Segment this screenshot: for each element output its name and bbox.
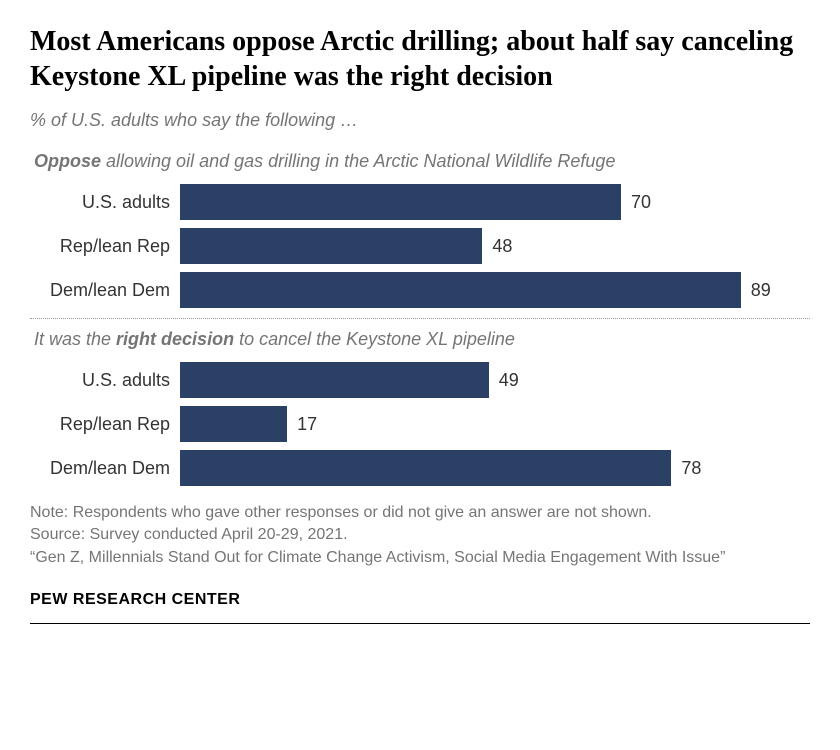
notes: Note: Respondents who gave other respons… bbox=[30, 502, 810, 569]
bar-row: Rep/lean Rep 17 bbox=[30, 406, 810, 442]
bottom-rule bbox=[30, 623, 810, 624]
note-line: Source: Survey conducted April 20-29, 20… bbox=[30, 524, 810, 546]
bar-value: 48 bbox=[492, 236, 512, 257]
bar-wrap: 70 bbox=[180, 184, 810, 220]
bar-wrap: 78 bbox=[180, 450, 810, 486]
bar-label: U.S. adults bbox=[30, 370, 180, 391]
question-rest: to cancel the Keystone XL pipeline bbox=[234, 329, 515, 349]
bar bbox=[180, 450, 671, 486]
chart-group-1: It was the right decision to cancel the … bbox=[30, 329, 810, 486]
bar-row: U.S. adults 49 bbox=[30, 362, 810, 398]
question-keyword: right decision bbox=[116, 329, 234, 349]
bar-label: Rep/lean Rep bbox=[30, 414, 180, 435]
bar-value: 78 bbox=[681, 458, 701, 479]
chart-title: Most Americans oppose Arctic drilling; a… bbox=[30, 24, 810, 94]
bar-label: Dem/lean Dem bbox=[30, 458, 180, 479]
bar-value: 70 bbox=[631, 192, 651, 213]
bar-label: Rep/lean Rep bbox=[30, 236, 180, 257]
bar-row: Dem/lean Dem 78 bbox=[30, 450, 810, 486]
question-0: Oppose allowing oil and gas drilling in … bbox=[34, 151, 810, 172]
bar-row: Rep/lean Rep 48 bbox=[30, 228, 810, 264]
note-line: “Gen Z, Millennials Stand Out for Climat… bbox=[30, 547, 810, 569]
bar-value: 49 bbox=[499, 370, 519, 391]
group-divider bbox=[30, 318, 810, 319]
bar bbox=[180, 362, 489, 398]
question-1: It was the right decision to cancel the … bbox=[34, 329, 810, 350]
question-rest: allowing oil and gas drilling in the Arc… bbox=[101, 151, 615, 171]
bar-wrap: 89 bbox=[180, 272, 810, 308]
question-keyword: Oppose bbox=[34, 151, 101, 171]
bar-wrap: 48 bbox=[180, 228, 810, 264]
bar bbox=[180, 184, 621, 220]
chart-subtitle: % of U.S. adults who say the following … bbox=[30, 110, 810, 131]
brand: PEW RESEARCH CENTER bbox=[30, 591, 810, 609]
question-prefix: It was the bbox=[34, 329, 116, 349]
bar-wrap: 49 bbox=[180, 362, 810, 398]
chart-group-0: Oppose allowing oil and gas drilling in … bbox=[30, 151, 810, 308]
bar-label: U.S. adults bbox=[30, 192, 180, 213]
bar-wrap: 17 bbox=[180, 406, 810, 442]
bar-value: 89 bbox=[751, 280, 771, 301]
bar bbox=[180, 228, 482, 264]
bar-value: 17 bbox=[297, 414, 317, 435]
note-line: Note: Respondents who gave other respons… bbox=[30, 502, 810, 524]
bar-row: Dem/lean Dem 89 bbox=[30, 272, 810, 308]
bar-row: U.S. adults 70 bbox=[30, 184, 810, 220]
bar-label: Dem/lean Dem bbox=[30, 280, 180, 301]
bar bbox=[180, 272, 741, 308]
bar bbox=[180, 406, 287, 442]
